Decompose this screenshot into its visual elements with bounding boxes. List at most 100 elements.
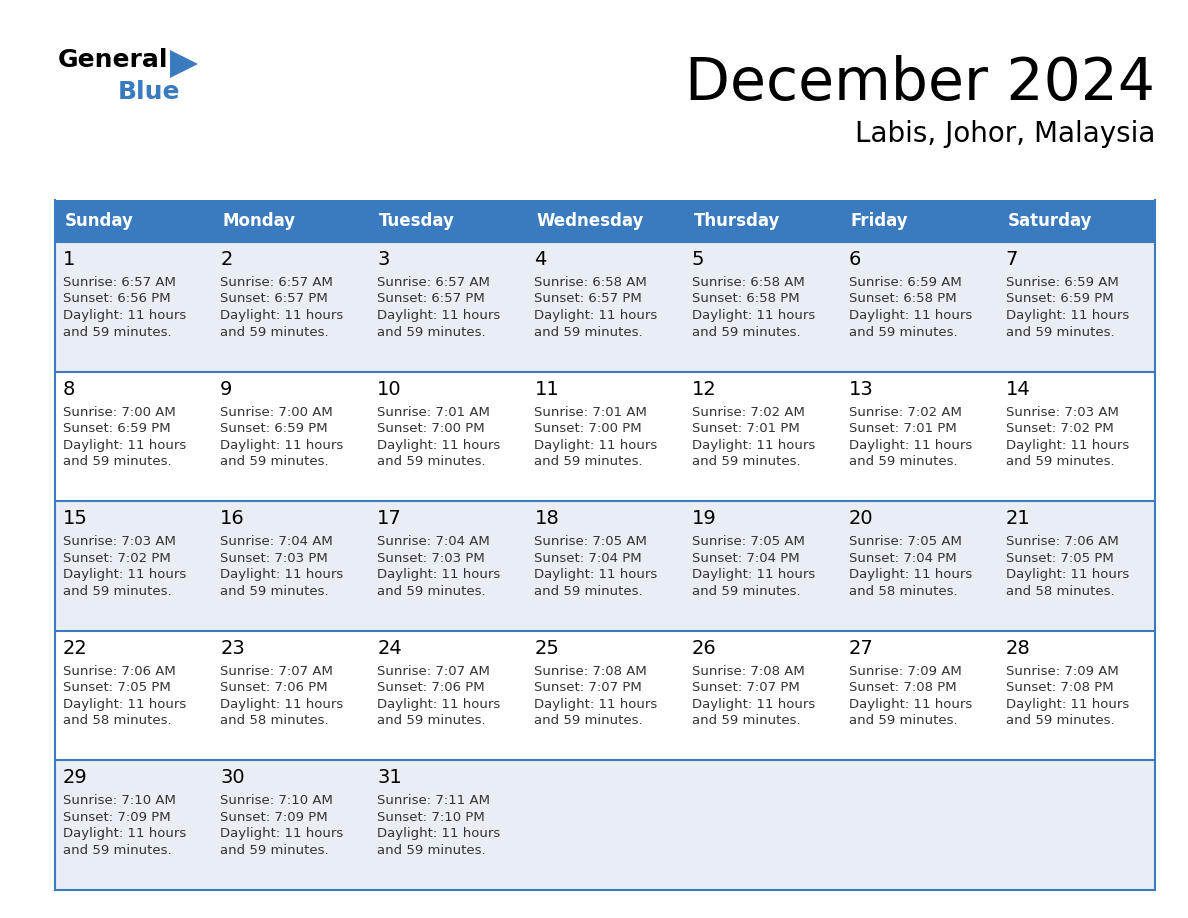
Text: Sunset: 6:57 PM: Sunset: 6:57 PM (378, 293, 485, 306)
Text: Daylight: 11 hours: Daylight: 11 hours (848, 568, 972, 581)
Text: Daylight: 11 hours: Daylight: 11 hours (63, 698, 187, 711)
Text: Sunset: 7:04 PM: Sunset: 7:04 PM (691, 552, 800, 565)
Text: Sunset: 6:59 PM: Sunset: 6:59 PM (63, 422, 171, 435)
Bar (55, 200, 213, 242)
Text: Sunrise: 7:11 AM: Sunrise: 7:11 AM (378, 794, 491, 808)
Text: Sunset: 6:59 PM: Sunset: 6:59 PM (1006, 293, 1113, 306)
Text: Daylight: 11 hours: Daylight: 11 hours (691, 698, 815, 711)
Bar (683, 372, 841, 501)
Text: and 59 minutes.: and 59 minutes. (1006, 455, 1114, 468)
Bar (998, 631, 1155, 760)
Text: Sunset: 6:58 PM: Sunset: 6:58 PM (691, 293, 800, 306)
Text: 31: 31 (378, 768, 402, 788)
Text: Sunset: 7:02 PM: Sunset: 7:02 PM (63, 552, 171, 565)
Bar (213, 200, 369, 242)
Bar (55, 631, 213, 760)
Text: Sunset: 7:04 PM: Sunset: 7:04 PM (535, 552, 642, 565)
Text: Daylight: 11 hours: Daylight: 11 hours (220, 568, 343, 581)
Text: 14: 14 (1006, 380, 1031, 398)
Text: and 59 minutes.: and 59 minutes. (535, 455, 643, 468)
Bar (213, 501, 369, 631)
Text: 18: 18 (535, 509, 560, 528)
Text: Daylight: 11 hours: Daylight: 11 hours (691, 568, 815, 581)
Text: Sunrise: 6:58 AM: Sunrise: 6:58 AM (535, 276, 647, 289)
Text: Daylight: 11 hours: Daylight: 11 hours (63, 827, 187, 840)
Text: 5: 5 (691, 250, 704, 269)
Text: and 59 minutes.: and 59 minutes. (691, 714, 801, 727)
Text: 13: 13 (848, 380, 873, 398)
Bar (213, 631, 369, 760)
Bar (526, 760, 683, 890)
Text: Sunrise: 7:01 AM: Sunrise: 7:01 AM (378, 406, 491, 419)
Text: Daylight: 11 hours: Daylight: 11 hours (378, 439, 500, 452)
Bar (683, 760, 841, 890)
Text: Daylight: 11 hours: Daylight: 11 hours (1006, 698, 1129, 711)
Text: and 59 minutes.: and 59 minutes. (535, 326, 643, 339)
Text: 12: 12 (691, 380, 716, 398)
Text: Sunrise: 7:03 AM: Sunrise: 7:03 AM (63, 535, 176, 548)
Text: and 59 minutes.: and 59 minutes. (220, 455, 329, 468)
Bar (841, 242, 998, 372)
Text: Sunset: 7:01 PM: Sunset: 7:01 PM (848, 422, 956, 435)
Text: Daylight: 11 hours: Daylight: 11 hours (691, 439, 815, 452)
Text: and 59 minutes.: and 59 minutes. (220, 585, 329, 598)
Text: and 59 minutes.: and 59 minutes. (691, 585, 801, 598)
Text: 10: 10 (378, 380, 402, 398)
Text: Daylight: 11 hours: Daylight: 11 hours (535, 439, 658, 452)
Text: 3: 3 (378, 250, 390, 269)
Text: 23: 23 (220, 639, 245, 658)
Text: Sunrise: 7:05 AM: Sunrise: 7:05 AM (848, 535, 961, 548)
Text: Sunset: 7:06 PM: Sunset: 7:06 PM (378, 681, 485, 694)
Text: Sunrise: 7:05 AM: Sunrise: 7:05 AM (535, 535, 647, 548)
Text: and 59 minutes.: and 59 minutes. (691, 455, 801, 468)
Text: Sunset: 7:03 PM: Sunset: 7:03 PM (220, 552, 328, 565)
Text: 21: 21 (1006, 509, 1031, 528)
Text: Daylight: 11 hours: Daylight: 11 hours (220, 309, 343, 322)
Text: and 59 minutes.: and 59 minutes. (63, 326, 171, 339)
Bar (683, 242, 841, 372)
Text: and 59 minutes.: and 59 minutes. (378, 844, 486, 856)
Bar (683, 501, 841, 631)
Text: Daylight: 11 hours: Daylight: 11 hours (378, 309, 500, 322)
Text: and 59 minutes.: and 59 minutes. (220, 844, 329, 856)
Text: Daylight: 11 hours: Daylight: 11 hours (63, 439, 187, 452)
Text: 22: 22 (63, 639, 88, 658)
Bar (841, 631, 998, 760)
Text: Sunset: 7:08 PM: Sunset: 7:08 PM (848, 681, 956, 694)
Text: and 59 minutes.: and 59 minutes. (63, 455, 171, 468)
Text: 19: 19 (691, 509, 716, 528)
Text: Sunrise: 6:59 AM: Sunrise: 6:59 AM (848, 276, 961, 289)
Bar (841, 501, 998, 631)
Text: Daylight: 11 hours: Daylight: 11 hours (220, 827, 343, 840)
Bar (841, 760, 998, 890)
Text: Sunset: 7:07 PM: Sunset: 7:07 PM (691, 681, 800, 694)
Text: General: General (58, 48, 169, 72)
Text: Sunset: 7:06 PM: Sunset: 7:06 PM (220, 681, 328, 694)
Text: Sunrise: 7:07 AM: Sunrise: 7:07 AM (220, 665, 333, 677)
Bar (841, 200, 998, 242)
Text: Daylight: 11 hours: Daylight: 11 hours (535, 568, 658, 581)
Text: 25: 25 (535, 639, 560, 658)
Text: Daylight: 11 hours: Daylight: 11 hours (1006, 309, 1129, 322)
Text: 9: 9 (220, 380, 233, 398)
Text: Sunrise: 7:04 AM: Sunrise: 7:04 AM (220, 535, 333, 548)
Bar (55, 501, 213, 631)
Text: and 59 minutes.: and 59 minutes. (848, 326, 958, 339)
Polygon shape (170, 50, 198, 78)
Bar (526, 372, 683, 501)
Text: and 59 minutes.: and 59 minutes. (848, 455, 958, 468)
Text: and 58 minutes.: and 58 minutes. (848, 585, 958, 598)
Text: Wednesday: Wednesday (537, 212, 644, 230)
Text: Sunset: 7:00 PM: Sunset: 7:00 PM (535, 422, 642, 435)
Text: Sunset: 7:04 PM: Sunset: 7:04 PM (848, 552, 956, 565)
Text: and 59 minutes.: and 59 minutes. (378, 585, 486, 598)
Text: Sunrise: 7:07 AM: Sunrise: 7:07 AM (378, 665, 491, 677)
Text: Sunrise: 7:00 AM: Sunrise: 7:00 AM (220, 406, 333, 419)
Text: 28: 28 (1006, 639, 1031, 658)
Text: Daylight: 11 hours: Daylight: 11 hours (535, 309, 658, 322)
Text: 2: 2 (220, 250, 233, 269)
Text: Daylight: 11 hours: Daylight: 11 hours (63, 568, 187, 581)
Text: Sunset: 6:58 PM: Sunset: 6:58 PM (848, 293, 956, 306)
Text: Sunrise: 7:03 AM: Sunrise: 7:03 AM (1006, 406, 1119, 419)
Bar (55, 760, 213, 890)
